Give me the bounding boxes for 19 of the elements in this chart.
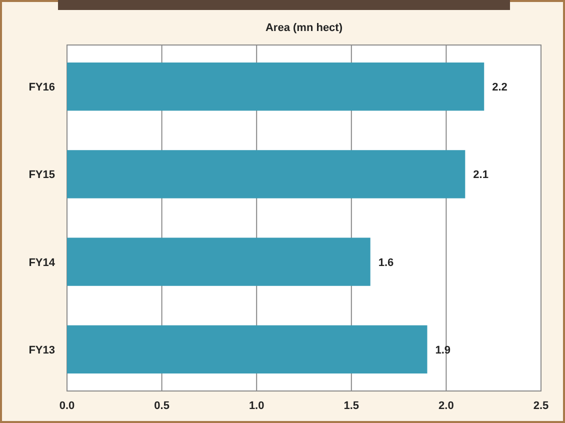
y-tick-label: FY15 [28,169,55,182]
data-label: 1.6 [378,256,394,269]
x-tick-label: 0.0 [59,400,75,412]
data-label: 2.2 [492,82,508,94]
y-tick-label: FY14 [28,256,56,269]
y-tick-label: FY13 [28,344,55,356]
data-label: 2.1 [473,169,488,182]
x-tick-label: 1.0 [248,400,264,412]
bar [67,150,466,198]
x-tick-label: 2.5 [533,400,549,412]
bar [67,238,370,286]
chart-title: Area (mn hect) [265,22,343,34]
data-label: 1.9 [435,344,451,356]
x-tick-label: 1.5 [344,400,360,412]
bar [67,325,428,374]
y-tick-label: FY16 [28,82,55,94]
x-tick-label: 0.5 [154,400,170,412]
x-tick-label: 2.0 [438,400,454,412]
bar [67,62,484,111]
